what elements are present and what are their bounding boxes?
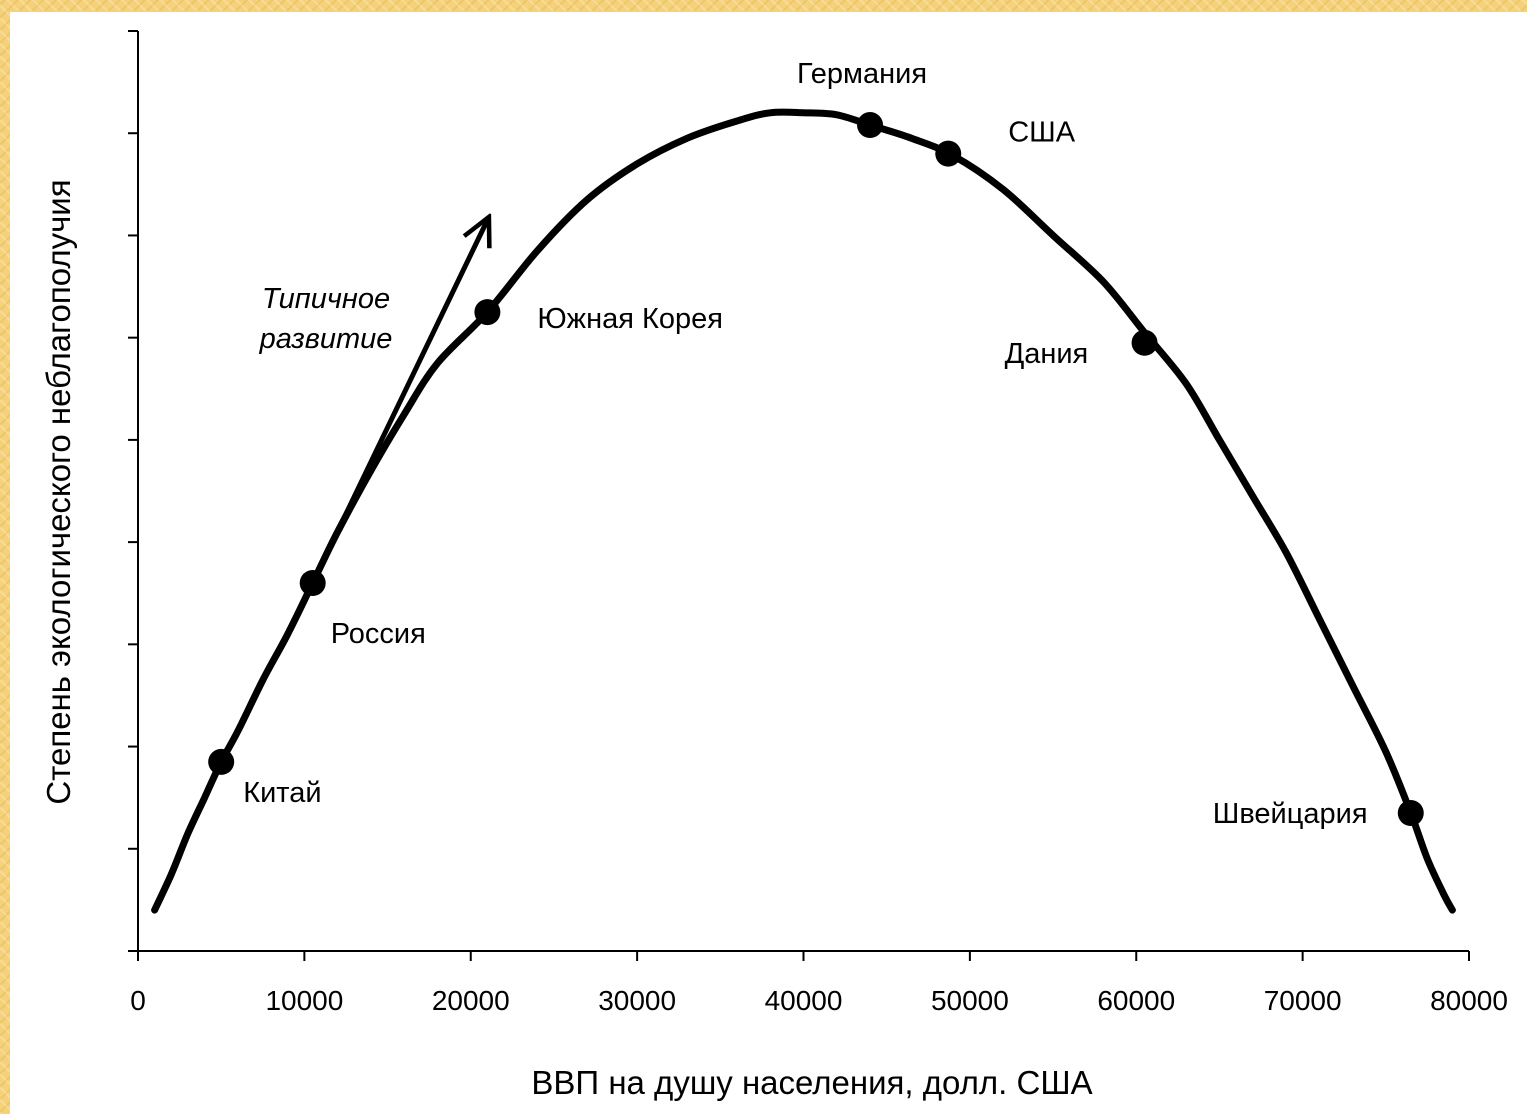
x-tick-label: 40000 [765, 985, 843, 1016]
x-tick-label: 80000 [1430, 985, 1508, 1016]
data-point [474, 299, 501, 326]
x-tick-label: 50000 [931, 985, 1009, 1016]
data-point [935, 140, 962, 167]
point-label: Южная Корея [537, 303, 723, 335]
data-point [1397, 800, 1424, 826]
series-line [151, 108, 1456, 914]
x-tick-label: 20000 [432, 985, 510, 1016]
data-point [208, 748, 235, 775]
point-label: Дания [1005, 338, 1089, 370]
point-label: Россия [331, 618, 426, 650]
curve-layer [151, 108, 1456, 914]
data-point [299, 570, 326, 596]
x-tick-label: 0 [130, 985, 146, 1016]
arrow-label-line2: развитие [259, 323, 393, 355]
point-label: Китай [243, 777, 321, 809]
points-layer [208, 112, 1424, 826]
point-label: Швейцария [1213, 798, 1368, 830]
x-tick-label: 60000 [1097, 985, 1175, 1016]
x-tick-label: 30000 [598, 985, 676, 1016]
labels-layer: Типичное развитие Китай Россия Южная Корея Ге… [243, 58, 1367, 830]
point-label: США [1008, 117, 1076, 149]
y-axis-title: Степень экологического неблагополучия [40, 179, 77, 804]
arrow-layer [310, 220, 488, 585]
x-axis-title: ВВП на душу населения, долл. США [531, 1064, 1092, 1101]
data-point [857, 112, 884, 139]
typical-development-arrow [310, 220, 488, 585]
arrow-label-line1: Типичное [262, 283, 390, 315]
x-tick-label: 70000 [1264, 985, 1342, 1016]
x-tick-label: 10000 [265, 985, 343, 1016]
point-label: Германия [797, 58, 927, 90]
chart-panel [10, 12, 1527, 1114]
data-point [1131, 329, 1158, 356]
axes: 0 10000 20000 30000 40000 50000 60000 70000 8000… [128, 30, 1508, 1016]
